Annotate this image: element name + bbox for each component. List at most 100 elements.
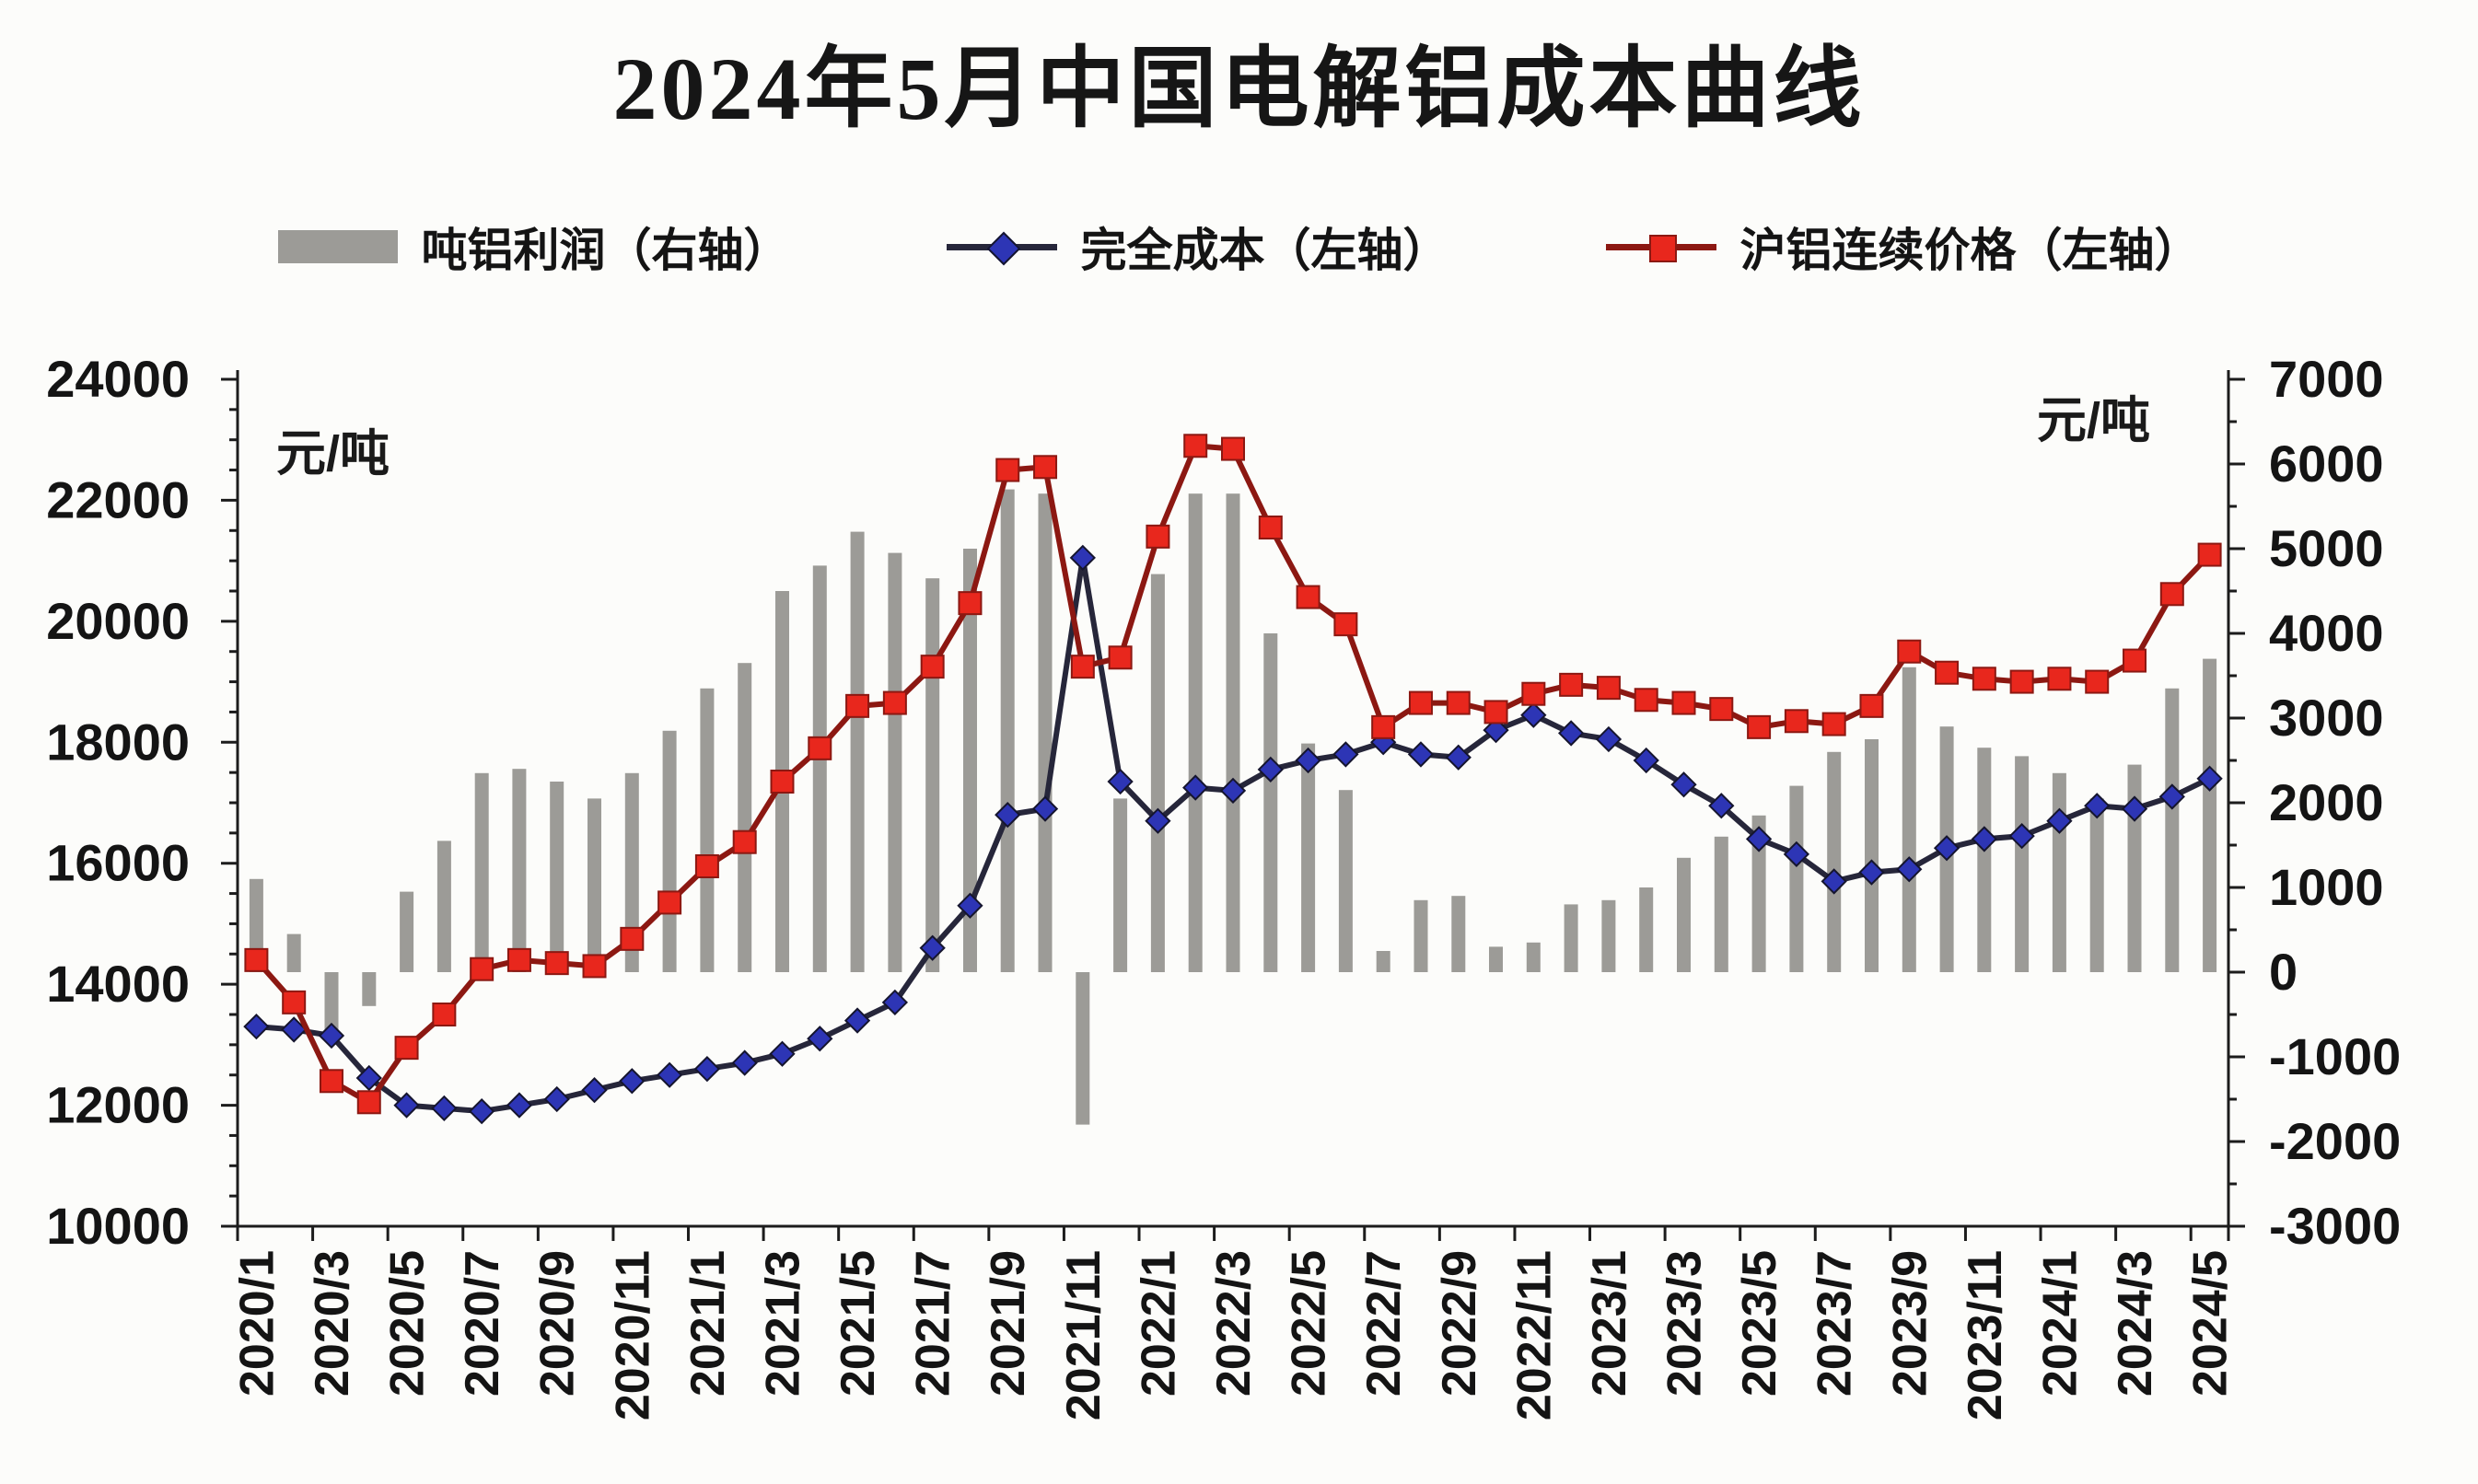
- profit-bar: [400, 891, 414, 972]
- profit-bar: [1639, 887, 1654, 972]
- profit-bar: [2052, 772, 2066, 972]
- profit-bar: [925, 578, 940, 972]
- cost-marker: [2084, 793, 2111, 819]
- profit-bar: [1301, 743, 1316, 972]
- cost-marker: [731, 1049, 758, 1076]
- right-axis-tick-label: 2000: [2269, 773, 2384, 831]
- x-axis-tick-label: 2021/7: [907, 1250, 960, 1397]
- legend-label-profit: 吨铝利润（右轴）: [421, 225, 790, 276]
- price-marker: [845, 693, 870, 718]
- cost-marker: [1107, 768, 1134, 795]
- cost-marker: [1145, 807, 1171, 834]
- profit-bar: [738, 663, 752, 972]
- cost-marker: [1219, 777, 1247, 804]
- cost-marker: [2196, 765, 2223, 792]
- x-axis-tick-label: 2021/5: [832, 1250, 885, 1397]
- profit-bar: [1827, 751, 1842, 972]
- price-marker: [808, 736, 832, 760]
- price-marker: [1183, 434, 1208, 458]
- price-marker: [1596, 676, 1621, 701]
- x-axis-tick-label: 2020/5: [381, 1250, 435, 1397]
- profit-bar: [362, 972, 377, 1006]
- price-marker: [1784, 709, 1809, 734]
- price-marker: [356, 1090, 381, 1115]
- profit-bar: [474, 772, 489, 972]
- x-axis-tick-label: 2023/1: [1583, 1250, 1636, 1397]
- profit-bar: [1000, 489, 1015, 972]
- legend-item-profit: 吨铝利润（右轴）: [277, 214, 790, 280]
- price-marker: [1408, 690, 1433, 715]
- cost-marker: [393, 1092, 420, 1119]
- profit-bar: [850, 531, 865, 972]
- price-marker: [1709, 697, 1734, 722]
- left-axis-tick-label: 12000: [46, 1076, 190, 1134]
- cost-marker: [2046, 807, 2073, 834]
- profit-bar: [324, 972, 339, 1036]
- price-marker: [1972, 667, 1996, 691]
- profit-bar: [512, 769, 527, 972]
- price-line-swatch-icon: [1605, 228, 1716, 265]
- x-axis-tick-label: 2021/3: [756, 1250, 809, 1397]
- price-marker: [1935, 660, 1960, 685]
- x-axis-tick-label: 2022/3: [1207, 1250, 1261, 1397]
- left-axis-tick-label: 16000: [46, 834, 190, 892]
- legend-label-cost: 完全成本（左轴）: [1080, 225, 1449, 276]
- price-marker: [1483, 700, 1508, 725]
- x-axis-tick-label: 2022/11: [1507, 1250, 1561, 1420]
- price-marker: [1258, 516, 1283, 539]
- x-axis-tick-label: 2022/9: [1433, 1250, 1486, 1397]
- price-marker: [244, 947, 269, 972]
- x-axis-tick-label: 2024/3: [2109, 1250, 2162, 1397]
- price-marker: [1634, 688, 1658, 713]
- cost-marker: [843, 1007, 871, 1034]
- price-marker: [544, 951, 569, 976]
- profit-bar: [963, 549, 977, 972]
- profit-bar: [1751, 815, 1766, 972]
- profit-bar: [588, 798, 601, 972]
- x-axis-tick-label: 2022/7: [1357, 1250, 1411, 1397]
- legend-item-cost: 完全成本（左轴）: [946, 214, 1449, 280]
- price-marker: [1296, 585, 1320, 609]
- x-axis-tick-label: 2021/11: [1057, 1250, 1111, 1420]
- cost-marker: [1858, 859, 1885, 886]
- price-marker: [2085, 669, 2110, 694]
- x-axis-tick-label: 2020/1: [230, 1250, 284, 1397]
- right-axis-tick-label: 7000: [2269, 350, 2384, 408]
- profit-bar: [1263, 633, 1278, 972]
- cost-marker: [1670, 771, 1697, 798]
- cost-marker: [2121, 795, 2148, 822]
- cost-marker: [1069, 544, 1096, 571]
- price-marker: [432, 1003, 457, 1026]
- left-axis-tick-label: 10000: [46, 1197, 190, 1255]
- profit-bars-series: [249, 489, 2217, 1125]
- price-marker: [732, 829, 757, 854]
- profit-bar: [662, 730, 677, 972]
- cost-marker: [2008, 823, 2035, 850]
- profit-bar: [1865, 739, 1879, 972]
- cost-marker: [995, 802, 1021, 829]
- x-axis-tick-label: 2020/7: [456, 1250, 509, 1397]
- price-marker: [1821, 712, 1846, 736]
- chart-legend: 吨铝利润（右轴） 完全成本（左轴） 沪铝连续价格（左轴）: [0, 214, 2478, 280]
- price-marker: [1333, 612, 1358, 637]
- profit-bar: [2127, 764, 2142, 972]
- cost-marker: [1182, 774, 1209, 801]
- price-marker: [620, 926, 645, 951]
- cost-marker: [1633, 747, 1659, 774]
- price-marker: [470, 956, 494, 981]
- x-axis-tick-label: 2022/5: [1283, 1250, 1336, 1397]
- price-marker: [1671, 690, 1696, 715]
- x-axis-tick-label: 2023/3: [1658, 1250, 1712, 1397]
- profit-bar: [2165, 688, 2180, 972]
- price-series: [244, 434, 2222, 1115]
- x-axis-tick-label: 2024/5: [2184, 1250, 2238, 1397]
- profit-bar: [1489, 946, 1503, 972]
- cost-marker: [1295, 747, 1321, 774]
- profit-bar: [1150, 574, 1165, 972]
- right-axis-tick-label: 4000: [2269, 604, 2384, 662]
- profit-bar: [812, 565, 827, 972]
- price-marker: [319, 1069, 343, 1094]
- price-marker: [1070, 655, 1095, 679]
- price-marker: [1559, 672, 1584, 697]
- price-marker: [2123, 648, 2147, 673]
